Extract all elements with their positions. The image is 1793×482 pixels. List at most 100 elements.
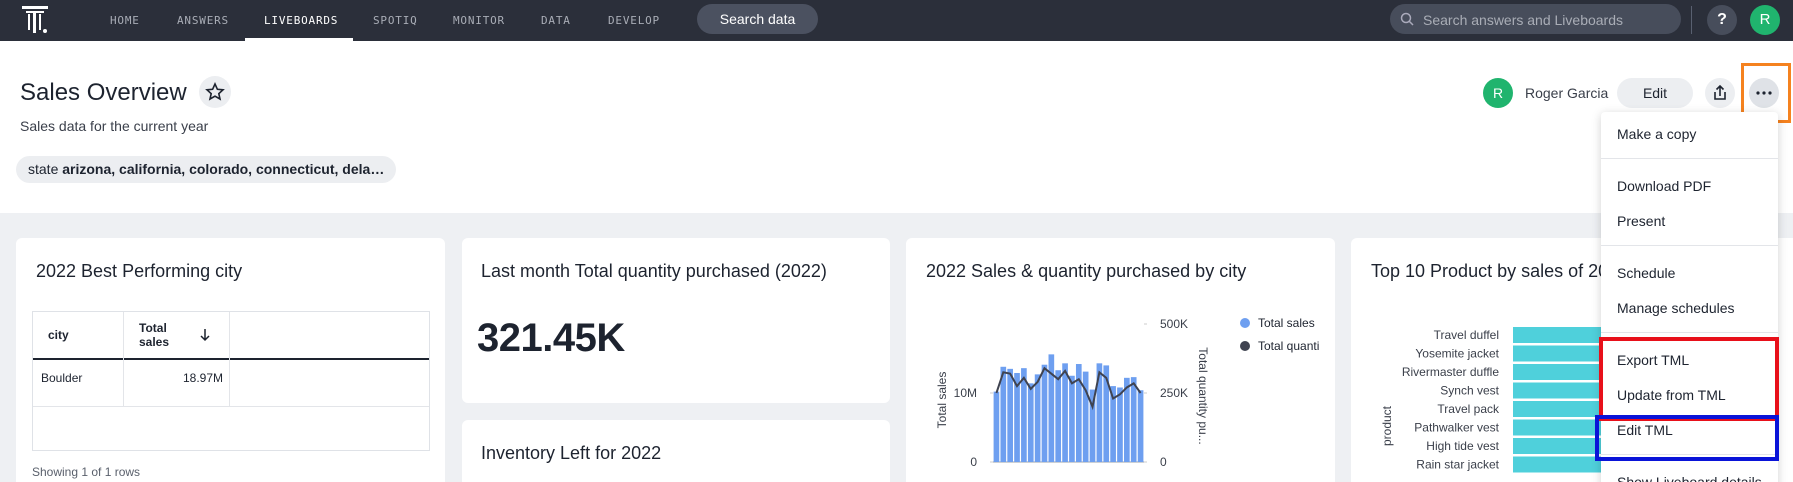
bar (1117, 387, 1123, 462)
y-tick-label: 10M (954, 386, 977, 400)
menu-separator (1601, 245, 1778, 246)
nav-item[interactable]: DEVELOP (608, 14, 660, 27)
edit-button[interactable]: Edit (1617, 78, 1693, 108)
bar (1000, 366, 1007, 462)
card[interactable]: Inventory Left for 2022 (462, 420, 890, 482)
author-name: Roger Garcia (1525, 85, 1609, 101)
y-axis-label: Total sales (935, 372, 949, 429)
line (995, 366, 1142, 411)
divider (1691, 6, 1692, 34)
menu-item[interactable]: Make a copy (1617, 126, 1697, 142)
logo[interactable] (22, 6, 50, 34)
legend-marker (1240, 341, 1250, 351)
legend-marker (1240, 318, 1250, 328)
menu-item[interactable]: Export TML (1617, 352, 1690, 368)
bar (1027, 383, 1034, 462)
menu-item[interactable]: Update from TML (1617, 387, 1726, 403)
search-placeholder: Search answers and Liveboards (1423, 12, 1624, 28)
bar (993, 391, 1000, 462)
menu-item[interactable]: Present (1617, 213, 1666, 229)
legend-label: Total quanti (1258, 339, 1319, 353)
category-label: Yosemite jacket (1415, 347, 1499, 361)
highlight-box (1595, 415, 1779, 461)
bar (1103, 365, 1110, 462)
share-button[interactable] (1704, 77, 1736, 109)
menu-separator (1601, 158, 1778, 159)
category-label: Synch vest (1440, 384, 1499, 398)
bar (1021, 368, 1027, 462)
top-nav: HOME ANSWERS LIVEBOARDS SPOTIQ MONITOR D… (0, 0, 1793, 41)
active-underline (245, 38, 353, 41)
liveboard-title: Sales Overview (20, 79, 187, 106)
bar (1055, 370, 1062, 462)
column-header[interactable]: Total sales (139, 321, 170, 349)
category-label: Travel duffel (1434, 328, 1499, 342)
legend-label: Total sales (1258, 316, 1315, 330)
help-button[interactable]: ? (1707, 5, 1737, 35)
combo-chart: 0 10M 0 250K 500K Total sales Total quantity p… (935, 316, 1319, 469)
bar (1110, 386, 1116, 462)
bar (1007, 368, 1013, 462)
card-title: Last month Total quantity purchased (202… (481, 261, 827, 281)
menu-item[interactable]: Show Liveboard details (1617, 474, 1762, 482)
nav-item[interactable]: LIVEBOARDS (264, 14, 339, 27)
table-cell: Boulder (41, 371, 83, 385)
y2-axis-label: Total quantity pu... (1196, 347, 1210, 444)
bar (1124, 377, 1130, 462)
card-title: Top 10 Product by sales of 20 (1371, 261, 1609, 281)
bar (1014, 372, 1020, 462)
search-icon (1400, 12, 1414, 26)
bar (1069, 375, 1075, 462)
filter-value: arizona, california, colorado, connectic… (62, 161, 385, 177)
column-header[interactable]: city (48, 328, 69, 342)
menu-separator (1601, 454, 1778, 455)
card[interactable]: 2022 Best Performing city city Total sal… (16, 238, 445, 482)
bar (1082, 371, 1089, 462)
menu-item[interactable]: Schedule (1617, 265, 1676, 281)
bar (1034, 374, 1041, 462)
category-label: Rivermaster duffle (1402, 365, 1499, 379)
nav-item[interactable]: MONITOR (453, 14, 505, 27)
liveboard-subtitle: Sales data for the current year (20, 118, 209, 134)
favorite-button[interactable] (198, 75, 232, 109)
bar (1096, 363, 1103, 462)
card-title: Inventory Left for 2022 (481, 443, 662, 463)
author-avatar: R (1483, 78, 1513, 108)
avatar[interactable]: R (1750, 5, 1780, 35)
y2-tick-label: 250K (1160, 386, 1188, 400)
nav-item[interactable]: ANSWERS (177, 14, 229, 27)
kpi-value: 321.45K (477, 316, 625, 360)
column-line (229, 312, 230, 406)
search-data-button[interactable]: Search data (697, 4, 818, 34)
bar (1075, 364, 1082, 462)
category-label: High tide vest (1426, 439, 1499, 453)
menu-separator (1601, 332, 1778, 333)
card[interactable]: 2022 Sales & quantity purchased by city … (906, 238, 1335, 482)
sort-icon (200, 329, 210, 342)
nav-item[interactable]: HOME (110, 14, 140, 27)
filter-label: state (28, 161, 59, 177)
category-label: Rain star jacket (1416, 458, 1499, 472)
more-button[interactable] (1748, 77, 1780, 109)
card[interactable]: Last month Total quantity purchased (202… (462, 238, 890, 403)
bar (1041, 364, 1048, 462)
y2-tick-label: 0 (1160, 455, 1167, 469)
header-rule (33, 358, 429, 360)
menu-item[interactable]: Manage schedules (1617, 300, 1735, 316)
menu-item[interactable]: Download PDF (1617, 178, 1712, 194)
y2-tick-label: 500K (1160, 317, 1188, 331)
row-line (33, 406, 429, 407)
bar (1048, 354, 1055, 462)
table-footer: Showing 1 of 1 rows (32, 465, 141, 479)
y-tick-label: 0 (970, 455, 977, 469)
search-input[interactable]: Search answers and Liveboards (1390, 4, 1681, 34)
header: Sales Overview Sales data for the curren… (0, 41, 1793, 213)
menu-item[interactable]: Edit TML (1617, 422, 1673, 438)
card-title: 2022 Best Performing city (36, 261, 243, 281)
table-cell: 18.97M (182, 371, 223, 385)
bar (1089, 389, 1096, 462)
nav-item[interactable]: DATA (541, 14, 571, 27)
filter-chip[interactable]: state arizona, california, colorado, con… (16, 156, 397, 183)
nav-item[interactable]: SPOTIQ (373, 14, 418, 27)
